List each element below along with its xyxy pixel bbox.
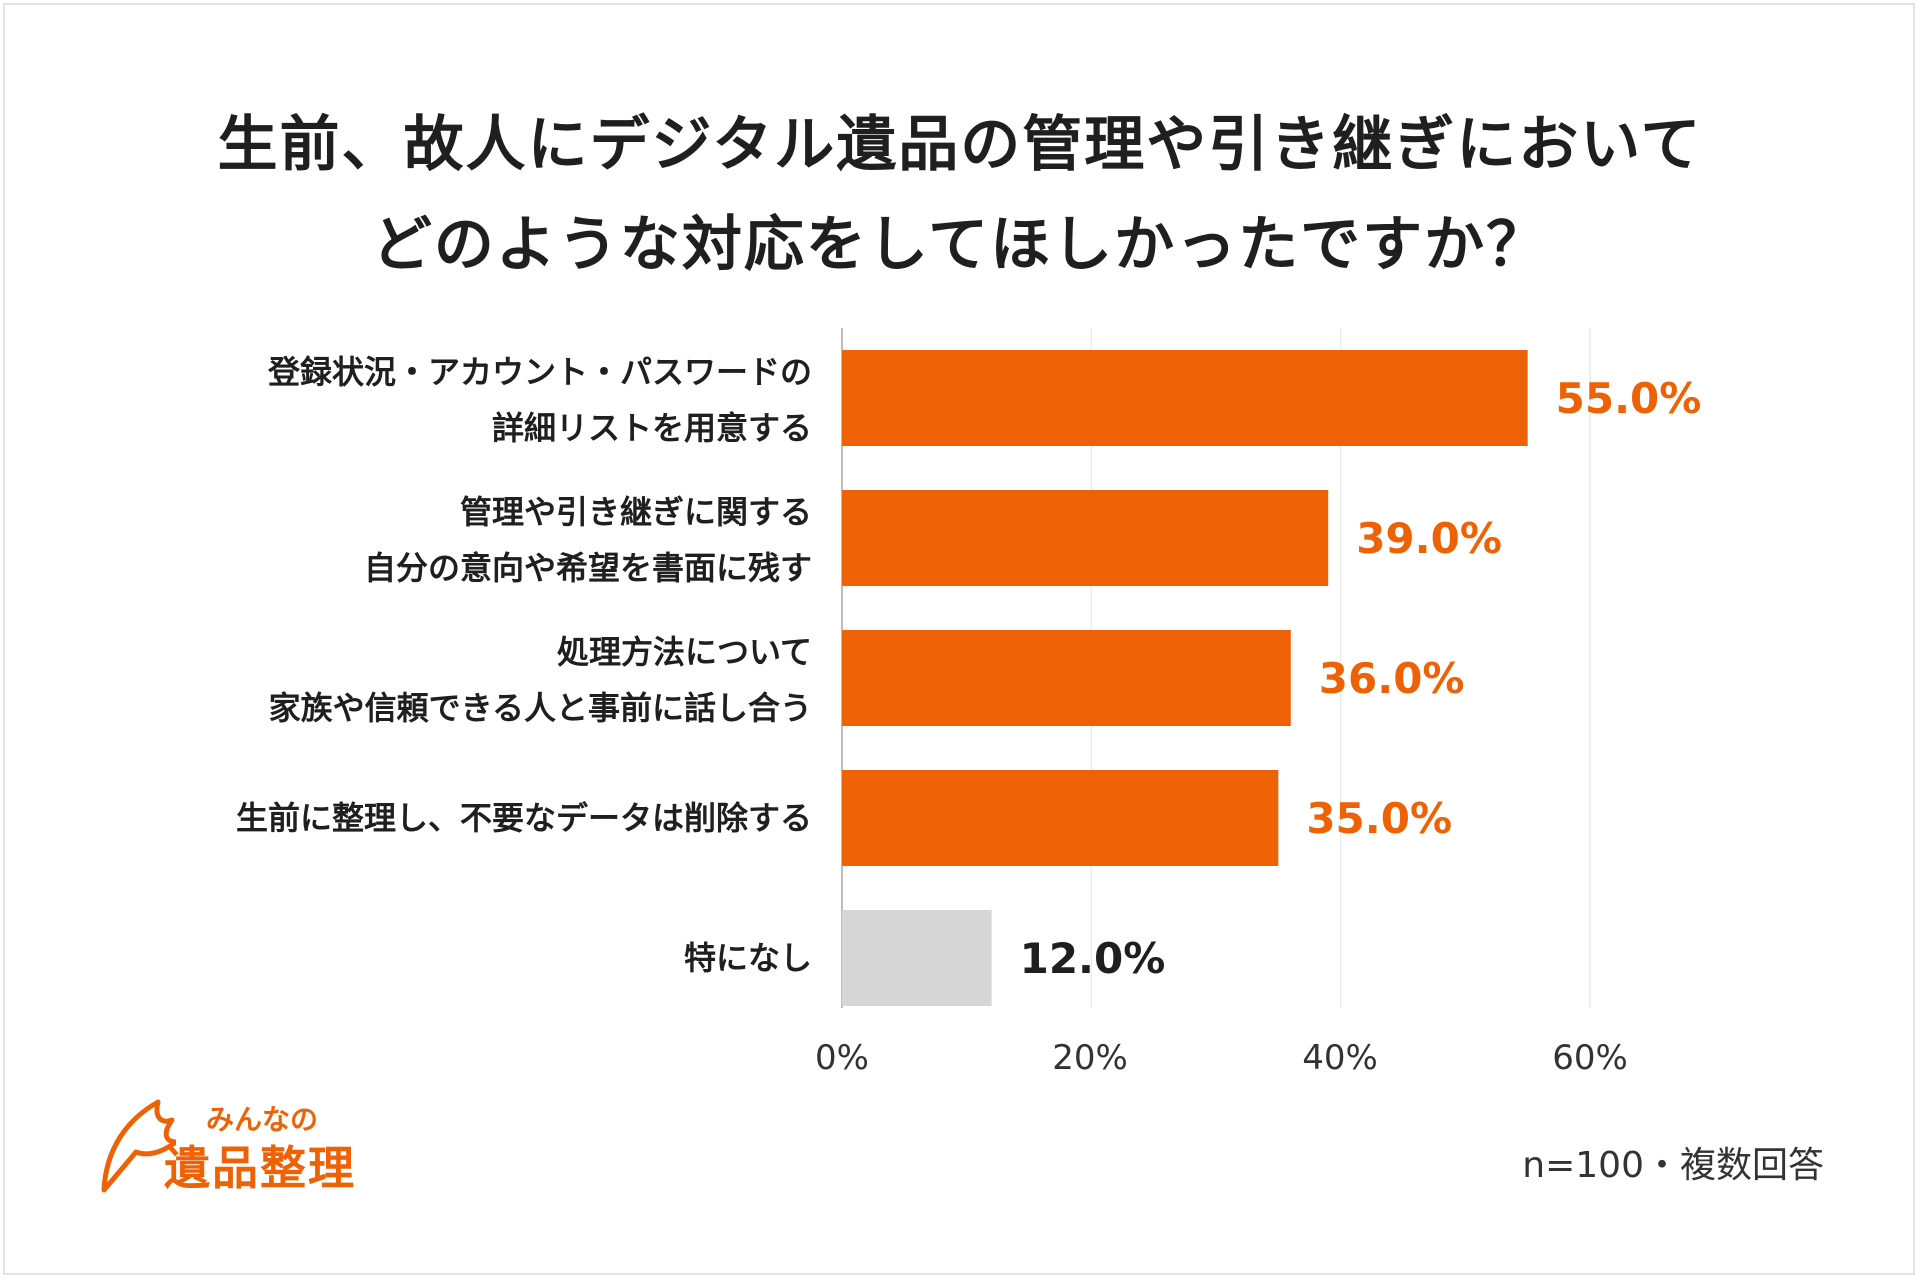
category-label-2-line-2: 自分の意向や希望を書面に残す bbox=[363, 549, 812, 587]
category-label-2: 管理や引き継ぎに関する 自分の意向や希望を書面に残す bbox=[364, 484, 812, 596]
bar-4 bbox=[842, 770, 1279, 866]
category-label-4-line-1: 生前に整理し、不要なデータは削除する bbox=[235, 799, 812, 837]
category-label-1: 登録状況・アカウント・パスワードの 詳細リストを用意する bbox=[268, 344, 812, 456]
category-label-3-line-2: 家族や信頼できる人と事前に話し合う bbox=[268, 689, 812, 727]
bar-5 bbox=[842, 910, 992, 1006]
category-label-3-line-1: 処理方法について bbox=[556, 633, 812, 671]
value-label-2: 39.0% bbox=[1356, 514, 1502, 563]
bar-1 bbox=[842, 350, 1528, 446]
brand-logo: みんなの 遺品整理 bbox=[96, 1090, 396, 1200]
value-label-1: 55.0% bbox=[1556, 374, 1702, 423]
x-tick-60: 60% bbox=[1552, 1038, 1628, 1078]
category-label-4: 生前に整理し、不要なデータは削除する bbox=[236, 790, 812, 846]
bar-3 bbox=[842, 630, 1291, 726]
category-label-2-line-1: 管理や引き継ぎに関する bbox=[459, 493, 812, 531]
value-label-4: 35.0% bbox=[1306, 794, 1452, 843]
category-label-1-line-2: 詳細リストを用意する bbox=[491, 409, 812, 447]
x-tick-20: 20% bbox=[1052, 1038, 1128, 1078]
x-tick-0: 0% bbox=[815, 1038, 869, 1078]
logo-text-large: 遺品整理 bbox=[164, 1141, 356, 1195]
category-label-3: 処理方法について 家族や信頼できる人と事前に話し合う bbox=[269, 624, 812, 736]
bar-2 bbox=[842, 490, 1329, 586]
logo-text-small: みんなの bbox=[206, 1103, 319, 1136]
category-label-1-line-1: 登録状況・アカウント・パスワードの bbox=[267, 353, 812, 391]
value-label-3: 36.0% bbox=[1319, 654, 1465, 703]
category-label-5: 特になし bbox=[684, 930, 812, 986]
x-tick-40: 40% bbox=[1302, 1038, 1378, 1078]
chart-title-line-1: 生前、故人にデジタル遺品の管理や引き継ぎにおいて bbox=[217, 110, 1703, 180]
bars bbox=[842, 350, 1528, 1006]
value-label-5: 12.0% bbox=[1020, 934, 1166, 983]
value-labels: 55.0% 39.0% 36.0% 35.0% 12.0% bbox=[1020, 374, 1702, 983]
chart-title-line-2: どのような対応をしてほしかったですか？ bbox=[371, 210, 1549, 280]
category-label-5-line-1: 特になし bbox=[683, 939, 812, 977]
wing-icon bbox=[101, 1099, 176, 1193]
sample-note: n=100・複数回答 bbox=[1522, 1145, 1824, 1186]
